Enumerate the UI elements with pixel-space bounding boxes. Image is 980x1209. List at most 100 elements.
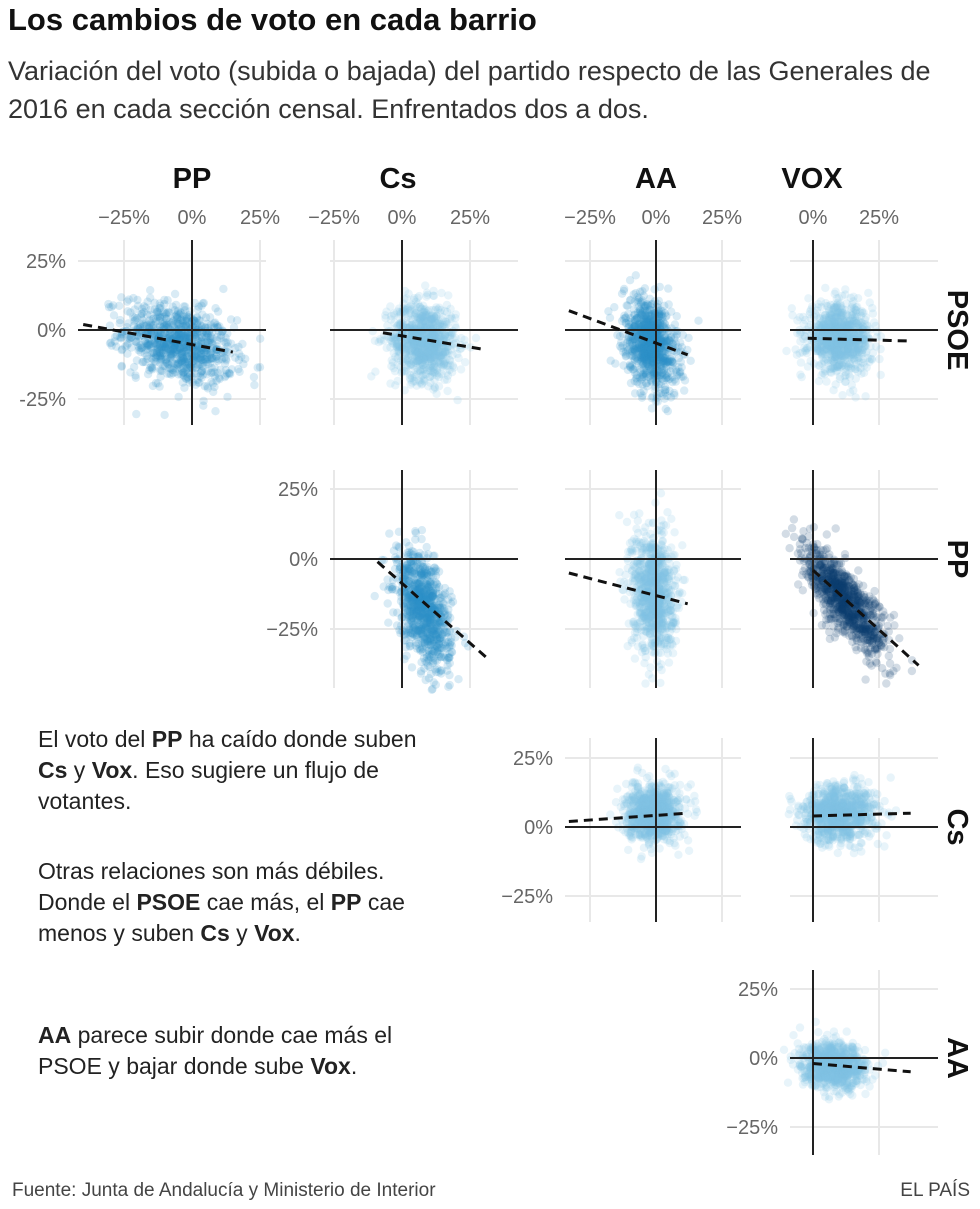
data-point — [421, 311, 430, 320]
data-point — [403, 571, 412, 580]
data-point — [144, 341, 153, 350]
column-header-aa: AA — [635, 163, 677, 195]
data-point — [168, 320, 177, 330]
column-header-vox: VOX — [781, 163, 843, 195]
data-point — [796, 337, 805, 346]
data-point — [196, 346, 205, 355]
data-point — [163, 359, 172, 369]
data-point — [131, 337, 140, 346]
data-point — [203, 353, 212, 362]
data-point — [139, 307, 148, 317]
data-point — [124, 334, 133, 344]
data-point — [202, 348, 211, 357]
data-point — [178, 331, 187, 340]
data-point — [180, 360, 190, 369]
data-point — [170, 341, 179, 351]
data-point — [107, 341, 116, 350]
data-point — [178, 347, 187, 356]
data-point — [237, 352, 246, 361]
data-point — [152, 348, 162, 357]
data-point — [183, 331, 193, 340]
data-point — [124, 339, 133, 348]
data-point — [216, 365, 225, 374]
data-point — [146, 305, 155, 314]
data-point — [104, 303, 114, 312]
data-point — [414, 350, 423, 359]
data-point — [814, 377, 824, 386]
data-point — [418, 343, 427, 352]
data-point — [174, 392, 183, 402]
y-tick-label: 0% — [37, 320, 66, 342]
data-point — [173, 318, 183, 327]
data-point — [163, 296, 172, 305]
data-point — [239, 359, 248, 369]
data-point — [134, 342, 143, 351]
data-point — [177, 315, 186, 324]
data-point — [167, 331, 176, 341]
data-point — [179, 347, 188, 357]
data-point — [830, 303, 840, 312]
data-point — [820, 319, 829, 329]
data-point — [208, 379, 218, 388]
data-point — [110, 332, 120, 342]
data-point — [153, 379, 163, 388]
data-point — [173, 319, 182, 328]
data-point — [828, 363, 838, 373]
data-point — [159, 362, 168, 371]
data-point — [138, 357, 147, 367]
data-point — [165, 345, 175, 354]
data-point — [788, 311, 797, 320]
data-point — [126, 368, 135, 377]
x-tick-label: 25% — [450, 207, 490, 229]
data-point — [132, 337, 141, 346]
data-point — [117, 293, 126, 302]
data-point — [165, 330, 174, 340]
data-point — [142, 341, 152, 350]
data-point — [179, 310, 188, 319]
data-point — [154, 340, 164, 350]
data-point — [157, 351, 166, 360]
data-point — [193, 305, 202, 314]
data-point — [235, 367, 244, 376]
data-point — [182, 321, 192, 330]
data-point — [196, 349, 206, 358]
data-point — [791, 345, 800, 354]
data-point — [661, 349, 670, 359]
data-point — [256, 334, 265, 343]
data-point — [213, 307, 223, 316]
data-point — [129, 293, 138, 303]
data-point — [170, 289, 180, 299]
chart-title: Los cambios de voto en cada barrio — [8, 2, 537, 37]
data-point — [178, 322, 188, 331]
data-point — [181, 321, 190, 331]
data-point — [151, 317, 161, 326]
data-point — [161, 342, 170, 352]
data-point — [115, 301, 124, 310]
data-point — [153, 351, 162, 361]
data-point — [202, 329, 211, 338]
data-point — [201, 338, 210, 347]
data-point — [192, 352, 201, 361]
data-point — [179, 368, 188, 377]
data-point — [399, 306, 408, 316]
data-point — [194, 345, 203, 354]
data-point — [105, 321, 115, 330]
data-point — [139, 321, 149, 330]
data-point — [660, 332, 670, 341]
data-point — [202, 357, 211, 367]
data-point — [140, 336, 149, 345]
data-point — [178, 330, 188, 339]
data-point — [223, 392, 232, 402]
data-point — [661, 358, 670, 368]
data-point — [196, 355, 205, 364]
data-point — [173, 360, 182, 369]
y-tick-label: −25% — [501, 886, 553, 908]
data-point — [170, 348, 179, 357]
data-point — [115, 333, 125, 342]
data-point — [169, 363, 178, 373]
data-point — [417, 316, 426, 325]
data-point — [232, 316, 242, 325]
data-point — [432, 341, 441, 350]
row-header-cs: Cs — [941, 808, 973, 845]
data-point — [149, 336, 159, 345]
